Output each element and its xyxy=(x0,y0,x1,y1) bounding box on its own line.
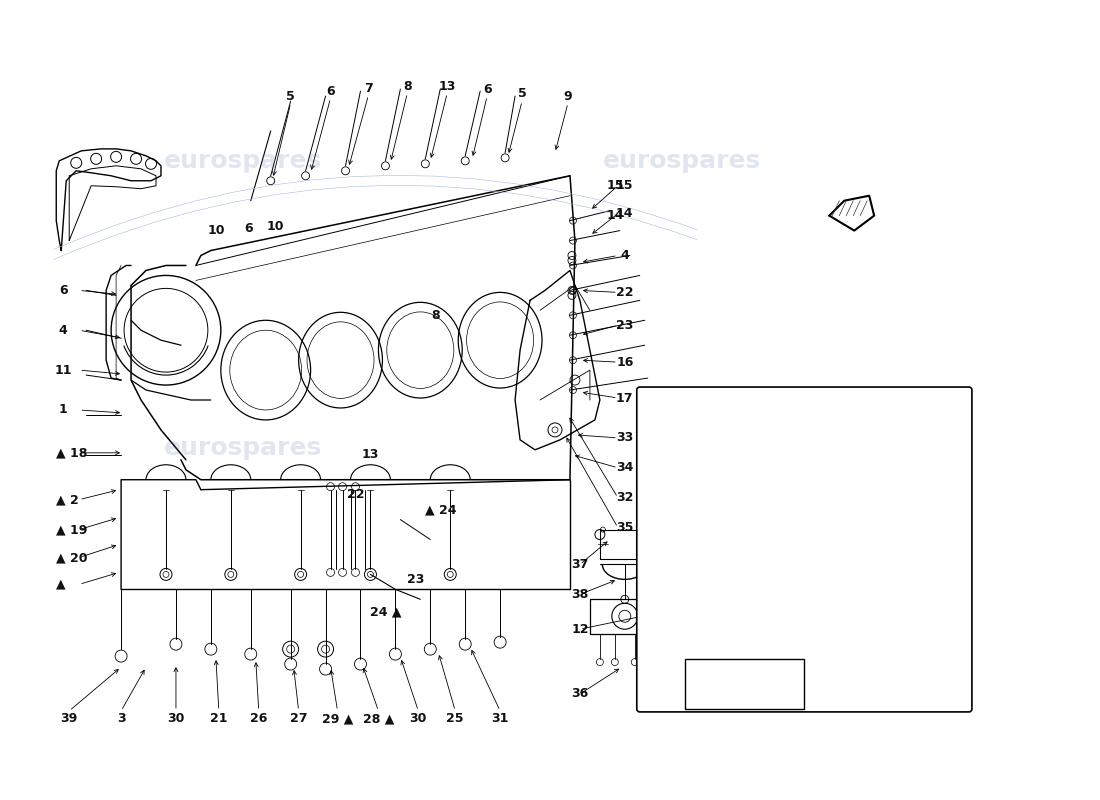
Text: 4: 4 xyxy=(620,249,629,262)
Text: 34: 34 xyxy=(616,462,634,474)
Text: ▲ = 1: ▲ = 1 xyxy=(724,677,766,691)
Text: 14: 14 xyxy=(606,209,624,222)
Text: 23: 23 xyxy=(407,573,424,586)
Text: 15: 15 xyxy=(606,179,624,192)
Text: 5: 5 xyxy=(286,90,295,102)
Text: 39: 39 xyxy=(60,712,78,726)
Text: 40: 40 xyxy=(915,483,933,496)
Text: ▲ 20: ▲ 20 xyxy=(56,551,88,564)
Text: 4: 4 xyxy=(59,324,67,337)
Text: 38: 38 xyxy=(571,588,588,601)
Text: 37: 37 xyxy=(571,558,588,571)
Text: eurospares: eurospares xyxy=(603,149,761,173)
Text: 26: 26 xyxy=(250,712,267,726)
Text: 30: 30 xyxy=(167,712,185,726)
Text: 6: 6 xyxy=(244,222,253,235)
Text: 11: 11 xyxy=(55,364,72,377)
Text: eurospares: eurospares xyxy=(164,149,322,173)
Text: 8: 8 xyxy=(403,79,411,93)
Text: 3: 3 xyxy=(117,712,125,726)
Bar xyxy=(684,659,804,709)
Text: 5: 5 xyxy=(518,86,527,99)
Text: ▲ 19: ▲ 19 xyxy=(56,523,88,536)
Text: 14: 14 xyxy=(616,207,634,220)
Text: 42: 42 xyxy=(639,602,657,616)
Text: 7: 7 xyxy=(364,82,373,94)
Text: 27: 27 xyxy=(290,712,307,726)
Text: 24 ▲: 24 ▲ xyxy=(370,606,402,618)
Text: 8: 8 xyxy=(431,309,440,322)
Text: 30: 30 xyxy=(409,712,427,726)
Text: 41: 41 xyxy=(671,602,689,616)
Text: 25: 25 xyxy=(447,712,464,726)
Text: 1: 1 xyxy=(59,403,67,417)
Text: eurospares: eurospares xyxy=(164,436,322,460)
Text: 6: 6 xyxy=(327,85,334,98)
Text: 29 ▲: 29 ▲ xyxy=(322,712,353,726)
Text: ▲ 24: ▲ 24 xyxy=(425,503,456,516)
Text: 43: 43 xyxy=(708,600,726,613)
Text: eurospares: eurospares xyxy=(729,438,854,458)
Text: 13: 13 xyxy=(362,448,380,462)
Text: 17: 17 xyxy=(616,391,634,405)
Text: 13: 13 xyxy=(439,79,455,93)
Text: 15: 15 xyxy=(616,179,634,192)
Text: 22: 22 xyxy=(616,286,634,299)
Text: ▲ 18: ▲ 18 xyxy=(56,446,88,459)
Text: 10: 10 xyxy=(267,220,285,233)
Text: 33: 33 xyxy=(616,431,634,444)
Text: 35: 35 xyxy=(616,521,634,534)
Text: 9: 9 xyxy=(563,90,572,102)
Text: 32: 32 xyxy=(616,491,634,504)
Text: 21: 21 xyxy=(210,712,228,726)
Text: 6: 6 xyxy=(59,284,67,297)
Text: ▲ 2: ▲ 2 xyxy=(56,493,79,506)
FancyBboxPatch shape xyxy=(637,387,972,712)
Text: 12: 12 xyxy=(571,622,588,636)
Text: 28 ▲: 28 ▲ xyxy=(363,712,394,726)
Text: 16: 16 xyxy=(616,356,634,369)
Text: 6: 6 xyxy=(483,82,492,95)
Text: 36: 36 xyxy=(571,687,588,701)
Text: 22: 22 xyxy=(346,488,364,501)
Text: 10: 10 xyxy=(207,224,224,237)
Text: ▲: ▲ xyxy=(56,578,66,591)
Text: 31: 31 xyxy=(492,712,509,726)
Text: 23: 23 xyxy=(616,318,634,332)
